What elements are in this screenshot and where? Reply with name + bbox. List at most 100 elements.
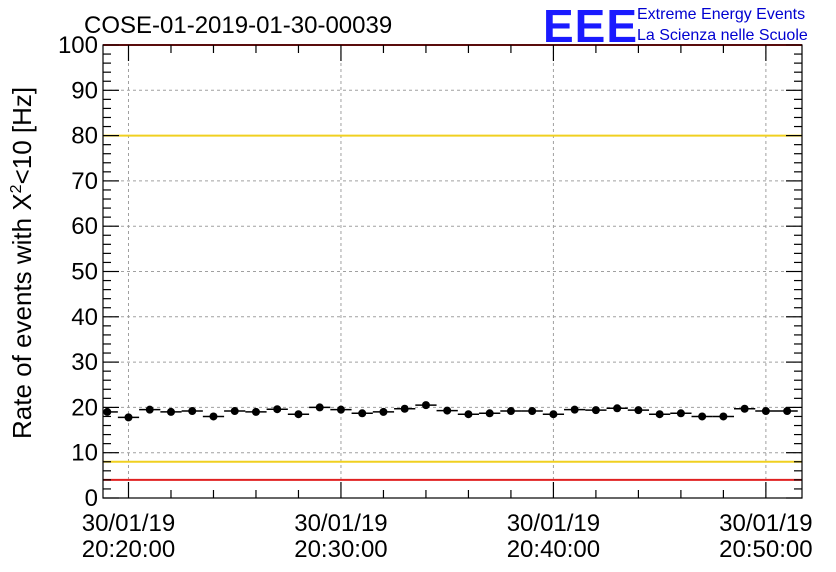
data-marker xyxy=(273,405,282,414)
data-marker xyxy=(421,401,430,410)
data-point xyxy=(394,404,416,413)
logo-line-1: Extreme Energy Events xyxy=(637,6,805,23)
y-axis-label-tail: <10 [Hz] xyxy=(7,87,37,185)
data-marker xyxy=(676,409,685,418)
y-tick-label: 60 xyxy=(71,213,98,240)
data-marker xyxy=(613,404,622,413)
x-tick-label-time: 20:40:00 xyxy=(507,536,600,563)
data-point xyxy=(287,410,310,419)
data-marker xyxy=(358,409,367,418)
y-tick-label: 90 xyxy=(71,77,98,104)
y-tick-label: 10 xyxy=(71,440,98,467)
data-marker xyxy=(336,405,345,414)
data-point xyxy=(691,412,713,421)
data-marker xyxy=(655,410,664,419)
reference-lines xyxy=(103,44,802,481)
data-marker xyxy=(145,405,154,414)
axes xyxy=(102,44,803,499)
data-point xyxy=(755,407,777,416)
data-marker xyxy=(591,406,600,415)
data-point xyxy=(606,404,628,413)
x-tick-label-time: 20:30:00 xyxy=(294,536,387,563)
y-axis-label: Rate of events with X2<10 [Hz] xyxy=(7,87,37,439)
data-marker xyxy=(379,407,388,416)
x-tick-label-time: 20:50:00 xyxy=(719,536,812,563)
data-point xyxy=(181,407,203,416)
data-point xyxy=(309,403,331,412)
data-point xyxy=(351,409,373,418)
data-point xyxy=(415,401,437,410)
data-marker xyxy=(570,405,579,414)
data-marker xyxy=(634,406,643,415)
x-tick-label-date: 30/01/19 xyxy=(719,510,812,537)
data-marker xyxy=(719,412,728,421)
y-tick-label: 40 xyxy=(71,304,98,331)
data-point xyxy=(202,412,225,421)
data-point xyxy=(117,413,140,422)
y-tick-label: 20 xyxy=(71,394,98,421)
x-tick-labels: 30/01/1920:20:0030/01/1920:30:0030/01/19… xyxy=(82,510,813,563)
y-tick-labels: 0 10 20 30 40 50 60 70 80 90 100 xyxy=(58,32,98,512)
data-point xyxy=(457,410,480,419)
data-point xyxy=(139,405,161,414)
y-tick-label: 0 xyxy=(85,485,98,512)
x-tick-label-date: 30/01/19 xyxy=(294,510,387,537)
data-marker xyxy=(209,412,218,421)
data-point xyxy=(436,406,458,415)
data-marker xyxy=(464,410,473,419)
data-point xyxy=(266,405,288,414)
x-tick-label-date: 30/01/19 xyxy=(82,510,175,537)
logo-line-2: La Scienza nelle Scuole xyxy=(637,27,808,44)
data-point xyxy=(585,406,607,415)
y-tick-label: 100 xyxy=(58,32,98,59)
y-axis-label-main: Rate of events with X xyxy=(7,193,37,439)
data-point xyxy=(670,409,692,418)
data-point xyxy=(103,407,118,416)
data-marker xyxy=(230,407,239,416)
x-tick-label-time: 20:20:00 xyxy=(82,536,175,563)
data-marker xyxy=(443,406,452,415)
y-axis-label-sup: 2 xyxy=(8,184,25,193)
y-tick-label: 30 xyxy=(71,349,98,376)
data-point xyxy=(479,409,501,418)
data-marker xyxy=(166,407,175,416)
data-point xyxy=(627,406,650,415)
y-tick-label: 70 xyxy=(71,168,98,195)
data-marker xyxy=(783,407,792,416)
data-point xyxy=(564,405,586,414)
grid-lines xyxy=(103,45,802,498)
data-point xyxy=(649,410,671,419)
data-point xyxy=(521,407,543,416)
data-point xyxy=(542,410,565,419)
chart-title: COSE-01-2019-01-30-00039 xyxy=(84,12,392,39)
data-point xyxy=(712,412,735,421)
data-marker xyxy=(528,407,537,416)
data-marker xyxy=(103,407,112,416)
data-marker xyxy=(124,413,133,422)
data-marker xyxy=(315,403,324,412)
data-point xyxy=(372,407,395,416)
data-marker xyxy=(400,404,409,413)
data-points xyxy=(103,401,798,422)
data-point xyxy=(734,404,756,413)
data-marker xyxy=(506,407,515,416)
data-point xyxy=(245,407,267,416)
data-marker xyxy=(549,410,558,419)
y-tick-label: 80 xyxy=(71,123,98,150)
eee-logo: EEE xyxy=(543,0,638,52)
data-marker xyxy=(188,407,197,416)
data-point xyxy=(776,407,798,416)
data-marker xyxy=(294,410,303,419)
data-marker xyxy=(761,407,770,416)
x-tick-label-date: 30/01/19 xyxy=(507,510,600,537)
data-marker xyxy=(740,404,749,413)
data-point xyxy=(160,407,182,416)
data-marker xyxy=(485,409,494,418)
data-marker xyxy=(251,407,260,416)
y-tick-label: 50 xyxy=(71,259,98,286)
data-marker xyxy=(698,412,707,421)
data-point xyxy=(330,405,352,414)
data-point xyxy=(224,407,246,416)
